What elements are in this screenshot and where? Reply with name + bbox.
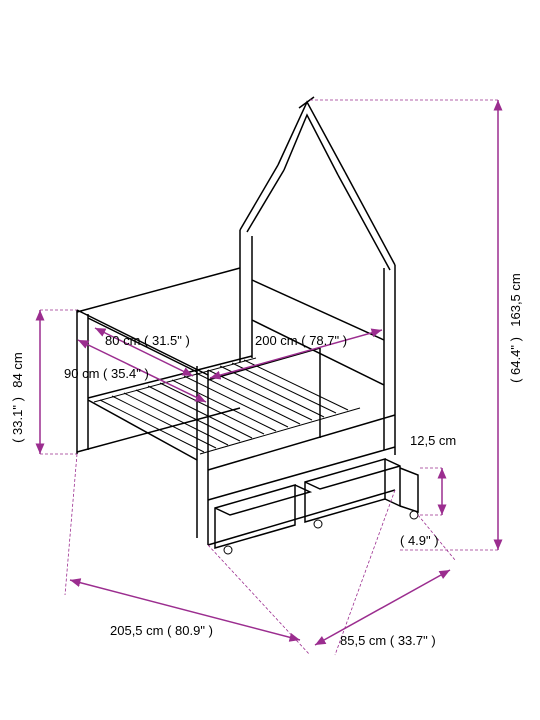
dim-length-outer: 205,5 cm ( 80.9" )	[65, 454, 395, 655]
svg-text:205,5 cm ( 80.9" ): 205,5 cm ( 80.9" )	[110, 623, 213, 638]
dim-label: ( 64.4" )	[508, 337, 523, 383]
dim-width-outer: 90 cm ( 35.4" )	[64, 340, 206, 402]
dim-label: 205,5 cm	[110, 623, 163, 638]
drawer-right	[305, 459, 418, 528]
svg-text:84 cm: 84 cm	[10, 352, 25, 387]
dim-label: ( 33.1" )	[10, 397, 25, 443]
svg-text:( 33.1" ): ( 33.1" )	[10, 397, 25, 443]
dim-label: 84 cm	[10, 352, 25, 387]
svg-text:85,5 cm ( 33.7" ): 85,5 cm ( 33.7" )	[340, 633, 436, 648]
svg-text:( 4.9" ): ( 4.9" )	[400, 533, 439, 548]
svg-text:163,5 cm: 163,5 cm	[508, 273, 523, 326]
dim-label: 163,5 cm	[508, 273, 523, 326]
dim-label: 12,5 cm	[410, 433, 456, 448]
svg-text:12,5 cm: 12,5 cm	[410, 433, 456, 448]
dim-label: 200 cm	[255, 333, 298, 348]
dim-label: ( 33.7" )	[390, 633, 436, 648]
svg-text:200 cm ( 78.7" ): 200 cm ( 78.7" )	[255, 333, 347, 348]
drawer-left	[215, 485, 310, 554]
dim-drawer-height: 12,5 cm ( 4.9" )	[400, 433, 456, 548]
svg-text:( 64.4" ): ( 64.4" )	[508, 337, 523, 383]
dim-label: ( 4.9" )	[400, 533, 439, 548]
dim-label: 85,5 cm	[340, 633, 386, 648]
dim-label: 80 cm	[105, 333, 140, 348]
dim-label: 90 cm	[64, 366, 99, 381]
dim-label: ( 35.4" )	[103, 366, 149, 381]
dim-height-left: 84 cm ( 33.1" )	[10, 310, 77, 454]
svg-text:80 cm ( 31.5" ): 80 cm ( 31.5" )	[105, 333, 190, 348]
bed-dimension-diagram: 163,5 cm ( 64.4" ) 84 cm ( 33.1" ) 80 cm…	[0, 0, 540, 720]
dim-label: ( 80.9" )	[167, 623, 213, 638]
bed-wireframe	[77, 97, 418, 554]
dim-label: ( 78.7" )	[301, 333, 347, 348]
dim-label: ( 31.5" )	[144, 333, 190, 348]
svg-text:90 cm ( 35.4" ): 90 cm ( 35.4" )	[64, 366, 149, 381]
